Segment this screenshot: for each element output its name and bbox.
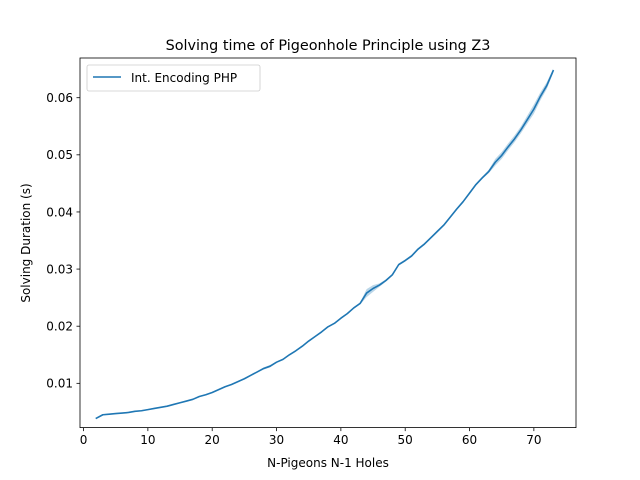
data-point bbox=[333, 322, 336, 325]
data-point bbox=[410, 254, 413, 257]
data-point bbox=[372, 287, 375, 290]
x-tick-label: 50 bbox=[398, 433, 413, 447]
data-point bbox=[417, 248, 420, 251]
x-axis-label: N-Pigeons N-1 Holes bbox=[267, 456, 389, 470]
legend-box bbox=[86, 64, 261, 92]
data-point bbox=[95, 417, 98, 420]
data-point bbox=[301, 345, 304, 348]
data-point bbox=[230, 383, 233, 386]
data-point bbox=[532, 108, 535, 111]
data-point bbox=[243, 377, 246, 380]
data-point bbox=[275, 361, 278, 364]
data-point bbox=[172, 403, 175, 406]
y-tick-label: 0.01 bbox=[46, 377, 73, 391]
data-point bbox=[455, 208, 458, 211]
data-point bbox=[513, 137, 516, 140]
data-point bbox=[153, 407, 156, 410]
data-point bbox=[352, 306, 355, 309]
y-tick-label: 0.04 bbox=[46, 205, 73, 219]
data-point bbox=[397, 263, 400, 266]
data-point bbox=[327, 325, 330, 328]
data-point bbox=[365, 292, 368, 295]
data-point bbox=[256, 370, 259, 373]
data-point bbox=[462, 200, 465, 203]
data-point bbox=[204, 393, 207, 396]
data-point bbox=[179, 401, 182, 404]
x-tick-label: 60 bbox=[462, 433, 477, 447]
y-axis-label: Solving Duration (s) bbox=[19, 183, 33, 302]
data-point bbox=[468, 192, 471, 195]
plot-area bbox=[95, 68, 555, 420]
data-point bbox=[159, 406, 162, 409]
y-tick-label: 0.02 bbox=[46, 320, 73, 334]
legend-series-label: Int. Encoding PHP bbox=[131, 71, 237, 85]
data-point bbox=[449, 216, 452, 219]
chart-title: Solving time of Pigeonhole Principle usi… bbox=[166, 38, 491, 54]
x-tick-label: 10 bbox=[140, 433, 155, 447]
data-point bbox=[539, 95, 542, 98]
data-point bbox=[520, 128, 523, 131]
data-point bbox=[436, 230, 439, 233]
data-point bbox=[481, 176, 484, 179]
data-point bbox=[494, 161, 497, 164]
x-tick-label: 40 bbox=[333, 433, 348, 447]
data-point bbox=[404, 259, 407, 262]
data-point bbox=[545, 84, 548, 87]
data-point bbox=[127, 411, 130, 414]
data-point bbox=[198, 395, 201, 398]
data-point bbox=[288, 353, 291, 356]
data-point bbox=[121, 412, 124, 415]
series-line bbox=[95, 69, 555, 420]
data-point bbox=[346, 312, 349, 315]
data-point bbox=[359, 302, 362, 305]
x-tick-label: 30 bbox=[269, 433, 284, 447]
data-point bbox=[507, 145, 510, 148]
x-axis: 0 10 20 30 40 50 60 70 bbox=[80, 427, 542, 447]
legend: Int. Encoding PHP bbox=[86, 64, 261, 92]
data-point bbox=[423, 242, 426, 245]
y-tick-label: 0.06 bbox=[46, 91, 73, 105]
y-tick-label: 0.05 bbox=[46, 148, 73, 162]
data-point bbox=[500, 154, 503, 157]
data-point bbox=[249, 374, 252, 377]
data-point bbox=[185, 400, 188, 403]
data-point bbox=[429, 236, 432, 239]
data-point bbox=[236, 380, 239, 383]
y-tick-label: 0.03 bbox=[46, 262, 73, 276]
x-tick-label: 70 bbox=[526, 433, 541, 447]
data-point bbox=[134, 410, 137, 413]
x-tick-label: 0 bbox=[80, 433, 88, 447]
data-point bbox=[314, 335, 317, 338]
data-point bbox=[294, 349, 297, 352]
data-point bbox=[224, 385, 227, 388]
data-point bbox=[269, 365, 272, 368]
data-point bbox=[108, 413, 111, 416]
data-point bbox=[474, 183, 477, 186]
data-point bbox=[140, 409, 143, 412]
data-point bbox=[339, 317, 342, 320]
axes-frame bbox=[79, 57, 577, 429]
data-point bbox=[320, 330, 323, 333]
y-axis: 0.01 0.02 0.03 0.04 0.05 0.06 bbox=[46, 91, 80, 391]
data-point bbox=[307, 340, 310, 343]
data-point bbox=[378, 284, 381, 287]
data-point bbox=[262, 367, 265, 370]
data-point bbox=[442, 224, 445, 227]
data-point bbox=[146, 408, 149, 411]
data-point bbox=[166, 405, 169, 408]
data-point bbox=[391, 273, 394, 276]
data-point bbox=[114, 412, 117, 415]
data-point bbox=[384, 279, 387, 282]
data-point bbox=[552, 69, 555, 72]
data-point bbox=[191, 398, 194, 401]
data-point bbox=[526, 118, 529, 121]
x-tick-label: 20 bbox=[205, 433, 220, 447]
data-point bbox=[217, 388, 220, 391]
data-point bbox=[487, 170, 490, 173]
data-point bbox=[211, 391, 214, 394]
data-point bbox=[101, 413, 104, 416]
data-point bbox=[281, 358, 284, 361]
